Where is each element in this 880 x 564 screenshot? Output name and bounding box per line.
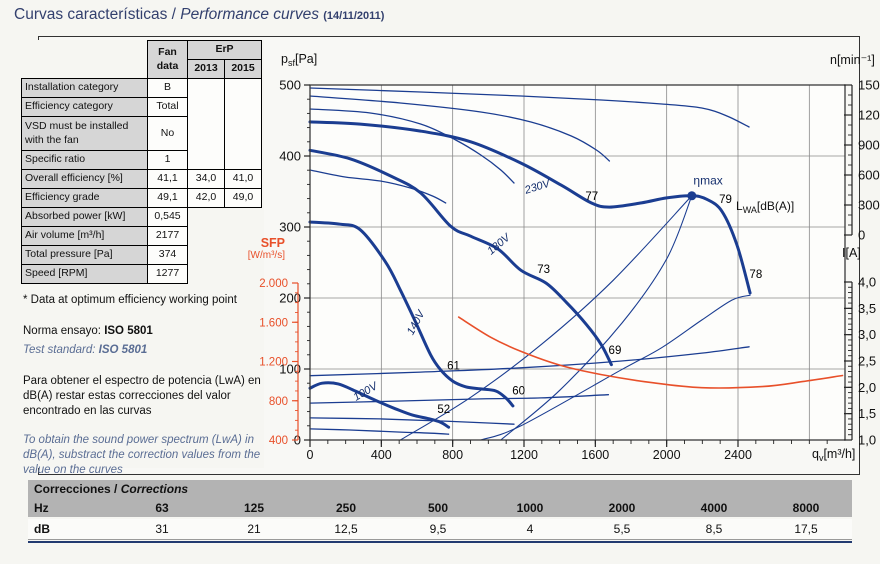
current-tick-label: 1,5 (858, 406, 876, 421)
header-2013: 2013 (187, 59, 225, 79)
title-date: (14/11/2011) (323, 10, 385, 22)
header-2015: 2015 (224, 59, 262, 79)
corrections-title: Correcciones / Corrections (28, 480, 852, 499)
sfp-axis-title: SFP [W/m³/s] (247, 236, 285, 261)
x-tick-label: 400 (371, 448, 392, 462)
curve-load-line (480, 294, 751, 441)
annotation-77: 77 (585, 191, 598, 203)
sfp-tick-label: 2.000 (259, 278, 288, 290)
note-spanish: Para obtener el espectro de potencia (Lw… (23, 374, 261, 417)
note-norma: Norma ensayo: ISO 5801 (23, 324, 153, 337)
erp-empty-2013 (187, 78, 225, 170)
current-tick-label: 1,0 (858, 433, 876, 448)
x-tick-label: 800 (442, 448, 463, 462)
curve-pressure-180V (308, 148, 613, 367)
curve-speed-100V (309, 169, 447, 204)
pressure-tick-label: 100 (279, 362, 301, 377)
corrections-bottom-rule (28, 541, 852, 543)
table-row: Efficiency grade 49,1 42,0 49,0 (21, 188, 262, 208)
lwa-curve-label: LWA[dB(A)] (736, 199, 795, 215)
curve-speed-180V (309, 95, 611, 162)
pressure-tick-label: 400 (279, 149, 301, 164)
curve-current-100V (309, 428, 450, 435)
table-row: VSD must be installed with the fan No (21, 116, 262, 151)
speed-tick-label: 900 (858, 138, 880, 153)
current-axis-title: I[A] (842, 246, 861, 260)
title-en: Performance curves (180, 6, 319, 23)
pressure-tick-label: 500 (279, 78, 301, 93)
table-row: Speed [RPM] 1277 (21, 264, 262, 284)
pressure-tick-label: 200 (279, 291, 301, 306)
curve-pressure-230V (308, 120, 752, 295)
current-tick-label: 2,0 (858, 380, 876, 395)
fan-data-table: Fan data ErP 2013 2015 Installation cate… (21, 40, 262, 284)
header-erp: ErP (187, 40, 262, 60)
x-tick-label: 1600 (581, 448, 609, 462)
annotation-ηmax: ηmax (693, 173, 722, 187)
current-tick-label: 2,5 (858, 354, 876, 369)
curve-current-180V (309, 394, 610, 404)
speed-tick-label: 1500 (858, 78, 880, 93)
table-row: Installation category B (21, 78, 262, 170)
pressure-tick-label: 300 (279, 220, 301, 235)
title-es: Curvas características / (14, 6, 176, 23)
current-tick-label: 4,0 (858, 275, 876, 290)
speed-tick-label: 300 (858, 198, 880, 213)
current-tick-label: 3,0 (858, 327, 876, 342)
corrections-table: Correcciones / Corrections Hz 63 125 250… (28, 480, 852, 543)
curve-speed-140V (309, 108, 515, 184)
x-tick-label: 0 (307, 448, 314, 462)
notes-panel: * Data at optimum efficiency working poi… (23, 293, 261, 477)
curve-eta-locus-2 (500, 195, 693, 441)
annotation-78: 78 (749, 269, 762, 281)
sfp-tick-label: 1.200 (259, 357, 288, 369)
sfp-tick-label: 400 (269, 435, 288, 447)
curve-speed-230V (309, 87, 750, 128)
note-test-standard: Test standard: ISO 5801 (23, 343, 148, 356)
sfp-tick-label: 800 (269, 396, 288, 408)
page-title: Curvas características / Performance cur… (14, 6, 384, 24)
plot-background (310, 85, 845, 440)
annotation-69: 69 (609, 345, 622, 357)
annotation-61: 61 (447, 361, 460, 373)
current-tick-label: 3,5 (858, 301, 876, 316)
header-fan-data: Fan data (147, 40, 188, 79)
eta-max-point (687, 191, 697, 201)
erp-empty-2015 (224, 78, 262, 170)
sfp-tick-label: 1.600 (259, 317, 288, 329)
annotation-52: 52 (437, 404, 450, 416)
x-tick-label: 2000 (653, 448, 681, 462)
x-tick-label: 1200 (510, 448, 538, 462)
note-optimum: * Data at optimum efficiency working poi… (23, 294, 237, 306)
note-english: To obtain the sound power spectrum (LwA)… (23, 433, 261, 476)
annotation-73: 73 (537, 264, 550, 276)
pressure-axis-title: psf[Pa] (281, 52, 318, 68)
x-tick-label: 2400 (724, 448, 752, 462)
table-row: Efficiency category Total (21, 97, 262, 117)
speed-tick-label: 1200 (858, 108, 880, 123)
corrections-db-row: dB 31 21 12,5 9,5 4 5,5 8,5 17,5 (28, 519, 852, 540)
curve-pressure-100V (308, 381, 451, 429)
annotation-60: 60 (512, 386, 525, 398)
speed-tick-label: 0 (858, 228, 865, 243)
annotation-79: 79 (719, 194, 732, 206)
corrections-hz-row: Hz 63 125 250 500 1000 2000 4000 8000 (28, 499, 852, 519)
curve-current-230V (309, 346, 750, 377)
flow-axis-title: qv[m³/h] (812, 447, 856, 463)
left-panel: Fan data ErP 2013 2015 Installation cate… (20, 40, 264, 476)
curve-sfp-curve (457, 316, 844, 389)
curve-pressure-140V (308, 220, 515, 408)
speed-tick-label: 600 (858, 168, 880, 183)
speed-axis-title: n[min⁻¹] (830, 53, 875, 67)
table-row: Absorbed power [kW] 0,545 (21, 207, 262, 227)
table-row: Overall efficiency [%] 41,1 34,0 41,0 (21, 169, 262, 189)
curve-eta-locus-1 (399, 195, 693, 441)
